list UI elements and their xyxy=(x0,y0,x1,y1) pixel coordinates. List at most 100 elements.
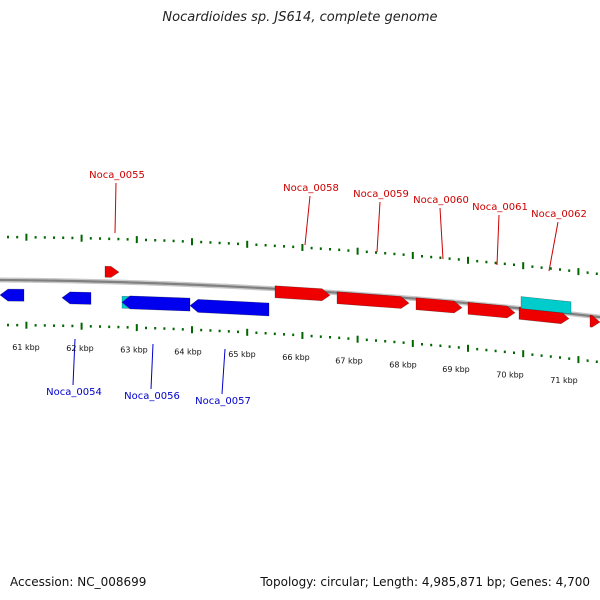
upper-tick xyxy=(577,268,580,276)
lower-tick xyxy=(319,335,322,338)
lower-tick xyxy=(448,345,451,348)
upper-tick xyxy=(310,246,313,250)
upper-tick xyxy=(476,259,479,263)
lower-tick xyxy=(34,324,37,327)
forward-callout-line xyxy=(376,201,381,253)
reverse-callout-line xyxy=(221,348,226,395)
upper-tick xyxy=(172,239,175,243)
kbp-scale-labels: 61 kbp 62 kbp 63 kbp 64 kbp 65 kbp 66 kbp 67 k… xyxy=(12,343,578,385)
lower-tick xyxy=(255,331,258,334)
rna-feature xyxy=(520,296,572,315)
upper-tick xyxy=(16,235,19,239)
lower-tick xyxy=(549,355,552,358)
lower-tick xyxy=(457,346,460,349)
gene-features xyxy=(0,265,600,328)
lower-tick xyxy=(384,340,387,343)
upper-tick xyxy=(329,248,331,251)
forward-gene-label: Noca_0060 xyxy=(413,195,469,206)
upper-tick xyxy=(347,249,350,252)
upper-tick xyxy=(126,238,129,241)
upper-tick xyxy=(292,245,295,249)
kbp-scale-label: 71 kbp xyxy=(550,376,578,385)
lower-tick xyxy=(53,324,55,327)
lower-tick xyxy=(227,330,230,333)
forward-gene-label: Noca_0062 xyxy=(531,209,587,220)
upper-tick xyxy=(246,240,249,248)
lower-tick xyxy=(191,326,193,334)
upper-tick xyxy=(53,236,55,239)
upper-tick xyxy=(283,245,285,248)
forward-gene-label: Noca_0059 xyxy=(353,189,409,200)
upper-tick xyxy=(586,271,589,274)
lower-tick xyxy=(283,333,285,336)
upper-tick xyxy=(559,268,561,271)
forward-callout-line xyxy=(496,214,500,266)
upper-tick xyxy=(163,239,166,242)
lower-tick xyxy=(145,326,147,330)
upper-tick xyxy=(218,241,221,245)
upper-tick xyxy=(375,251,377,254)
upper-tick xyxy=(513,263,515,266)
upper-tick xyxy=(43,236,46,239)
forward-gene-arrow xyxy=(274,285,331,302)
upper-tick xyxy=(384,252,387,255)
upper-tick xyxy=(7,235,9,239)
forward-gene-arrow xyxy=(104,265,120,278)
lower-tick xyxy=(89,325,92,328)
lower-tick xyxy=(163,327,166,330)
upper-tick xyxy=(200,240,203,244)
lower-tick xyxy=(135,324,138,332)
lower-tick xyxy=(108,325,111,329)
forward-gene-label: Noca_0058 xyxy=(283,183,339,194)
kbp-scale-label: 70 kbp xyxy=(496,370,524,379)
lower-tick xyxy=(99,325,101,328)
upper-tick xyxy=(25,233,28,241)
lower-tick xyxy=(476,347,479,351)
lower-tick xyxy=(126,326,129,329)
lower-tick xyxy=(25,321,28,329)
lower-tick xyxy=(292,333,295,337)
gene-callouts: Noca_0055Noca_0058Noca_0059Noca_0060Noca… xyxy=(46,170,587,407)
upper-tick xyxy=(568,269,571,272)
upper-tick xyxy=(154,239,157,242)
forward-callout-line xyxy=(439,207,444,260)
lower-tick xyxy=(365,338,368,342)
lower-tick xyxy=(540,354,543,357)
accession-label: Accession: NC_008699 xyxy=(10,575,147,589)
upper-tick xyxy=(135,236,138,244)
lower-tick xyxy=(7,323,9,327)
lower-tick xyxy=(494,349,497,353)
forward-gene-arrow xyxy=(336,291,410,309)
upper-tick xyxy=(264,244,267,247)
kbp-scale-label: 64 kbp xyxy=(174,348,202,357)
upper-tick xyxy=(117,237,120,241)
topology-summary: Topology: circular; Length: 4,985,871 bp… xyxy=(260,575,590,589)
lower-tick xyxy=(71,324,74,328)
reverse-gene-arrow xyxy=(189,299,270,317)
lower-tick xyxy=(577,356,580,364)
upper-tick xyxy=(80,234,83,242)
lower-tick xyxy=(80,322,83,330)
lower-tick xyxy=(200,328,203,332)
upper-tick xyxy=(62,236,65,239)
lower-tick xyxy=(16,323,19,327)
upper-tick xyxy=(273,244,276,248)
upper-tick xyxy=(145,238,147,242)
lower-tick xyxy=(338,336,341,340)
lower-tick xyxy=(329,336,331,339)
upper-tick xyxy=(181,240,184,243)
lower-tick xyxy=(402,341,405,344)
lower-tick xyxy=(209,329,212,332)
lower-tick xyxy=(273,332,276,336)
lower-tick xyxy=(430,343,433,347)
upper-tick xyxy=(319,247,322,250)
lower-tick xyxy=(62,324,65,327)
lower-tick xyxy=(117,325,120,329)
kbp-scale-label: 65 kbp xyxy=(228,350,256,359)
lower-tick xyxy=(154,327,157,330)
forward-gene-label: Noca_0061 xyxy=(472,202,528,213)
forward-gene-label: Noca_0055 xyxy=(89,170,145,181)
kbp-scale-label: 69 kbp xyxy=(442,365,470,374)
forward-callout-line xyxy=(114,182,117,234)
